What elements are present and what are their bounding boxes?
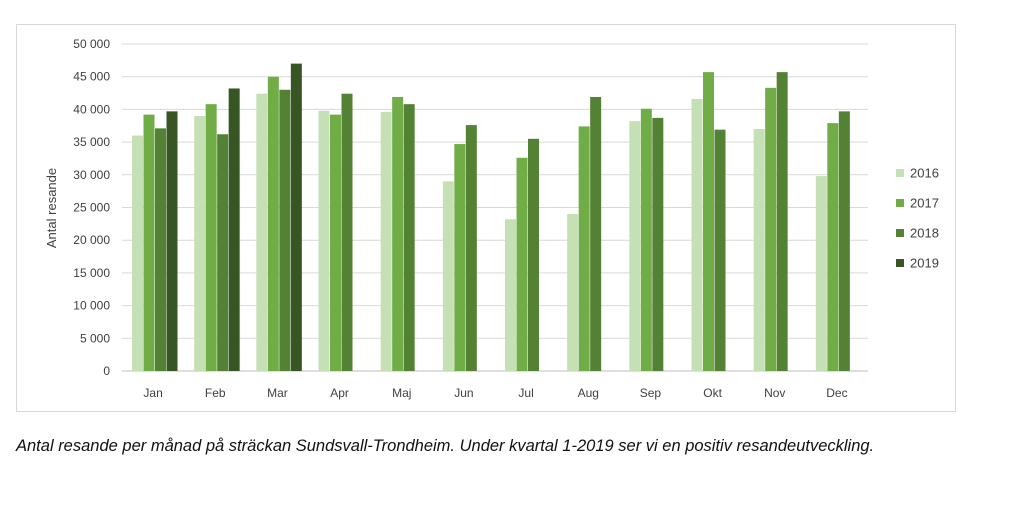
x-tick-label: Aug [578, 386, 599, 400]
bar-2019-feb [228, 88, 240, 372]
bar-2018-jun [465, 125, 477, 371]
y-tick-label: 50 000 [73, 37, 110, 51]
x-tick-label: Apr [330, 386, 349, 400]
x-tick-label: Dec [826, 386, 847, 400]
y-tick-label: 20 000 [73, 233, 110, 247]
legend-label-2017: 2017 [910, 196, 939, 211]
y-tick-label: 40 000 [73, 102, 110, 116]
y-axis-ticks: 0 5 000 10 000 15 000 20 000 25 000 30 000 35 0… [73, 37, 110, 378]
legend: 2016 2017 2018 2019 [896, 166, 939, 271]
legend-label-2016: 2016 [910, 166, 939, 181]
x-tick-label: Jul [518, 386, 533, 400]
legend-label-2019: 2019 [910, 256, 939, 271]
bar-2017-okt [703, 72, 714, 371]
legend-swatch-2016 [896, 169, 904, 177]
bar-2016-feb [194, 115, 206, 371]
x-tick-label: Maj [392, 386, 411, 400]
bar-2018-feb [217, 134, 229, 371]
bar-2018-dec [838, 111, 850, 371]
bar-2017-nov [765, 87, 777, 372]
bar-2018-jan [155, 128, 166, 371]
bar-2016-dec [815, 176, 827, 371]
bar-2018-jul [528, 138, 539, 371]
bar-2017-jul [516, 157, 528, 371]
bar-2016-okt [691, 98, 703, 371]
x-tick-label: Jan [143, 386, 162, 400]
bar-2018-mar [279, 89, 291, 371]
bar-2016-aug [567, 214, 579, 371]
bar-2016-jun [442, 181, 454, 371]
bar-2019-jan [166, 111, 178, 371]
bars [132, 63, 850, 372]
bar-2016-mar [256, 93, 268, 371]
y-tick-label: 5 000 [80, 331, 110, 345]
x-tick-label: Okt [703, 386, 722, 400]
y-tick-label: 25 000 [73, 201, 110, 215]
bar-2017-jan [143, 114, 155, 371]
x-axis-ticks: Jan Feb Mar Apr Maj Jun Jul Aug Sep Okt Nov Dec [143, 386, 847, 400]
y-tick-label: 45 000 [73, 70, 110, 84]
y-tick-label: 30 000 [73, 168, 110, 182]
bar-2018-aug [590, 96, 602, 371]
bar-2017-apr [330, 114, 341, 371]
x-tick-label: Mar [267, 386, 288, 400]
legend-label-2018: 2018 [910, 226, 939, 241]
bar-2017-maj [392, 96, 404, 371]
bar-chart: 0 5 000 10 000 15 000 20 000 25 000 30 000 35 0… [44, 37, 939, 400]
bar-2016-maj [380, 112, 392, 372]
figure-caption: Antal resande per månad på sträckan Sund… [16, 437, 875, 455]
x-tick-label: Feb [205, 386, 226, 400]
y-axis-title: Antal resande [44, 168, 59, 248]
legend-swatch-2019 [896, 259, 904, 267]
bar-2017-sep [640, 108, 652, 371]
bar-2017-mar [267, 76, 279, 371]
bar-2017-feb [205, 104, 217, 371]
bar-2016-apr [318, 110, 330, 371]
bar-2017-aug [578, 126, 590, 372]
bar-2016-jul [505, 219, 516, 371]
bar-2018-sep [652, 117, 664, 371]
bar-2018-maj [403, 104, 415, 371]
bar-2019-mar [290, 63, 302, 372]
bar-2016-nov [753, 129, 765, 371]
y-tick-label: 35 000 [73, 135, 110, 149]
x-tick-label: Nov [764, 386, 785, 400]
bar-2017-dec [827, 123, 839, 371]
y-tick-label: 10 000 [73, 299, 110, 313]
bar-2016-jan [132, 135, 143, 371]
y-tick-label: 15 000 [73, 266, 110, 280]
gridlines [122, 43, 868, 372]
x-tick-label: Sep [640, 386, 662, 400]
bar-2016-sep [629, 121, 641, 371]
legend-swatch-2018 [896, 229, 904, 237]
legend-swatch-2017 [896, 199, 904, 207]
bar-2018-nov [776, 72, 788, 371]
x-tick-label: Jun [454, 386, 473, 400]
bar-2018-okt [714, 129, 726, 371]
y-tick-label: 0 [103, 364, 110, 378]
bar-2018-apr [341, 93, 353, 371]
bar-2017-jun [454, 144, 466, 371]
